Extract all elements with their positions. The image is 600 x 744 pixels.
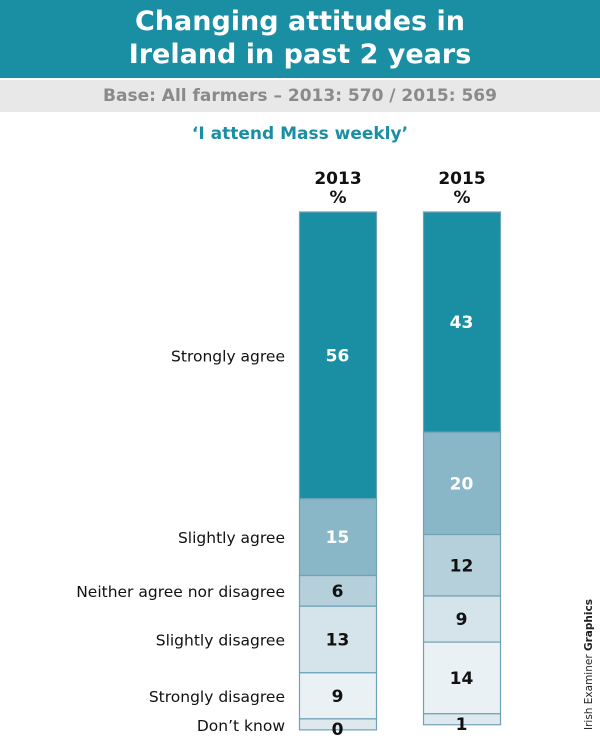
bar-segment-2015-3 <box>422 595 502 643</box>
bar-segment-2013-4 <box>298 672 378 720</box>
bar-segment-2015-5 <box>422 713 502 726</box>
data-label: 12 <box>450 556 474 576</box>
title-band: Changing attitudes in Ireland in past 2 … <box>0 0 600 78</box>
bar-segment-2013-3 <box>298 605 378 674</box>
data-label: 43 <box>450 313 474 333</box>
data-label: 13 <box>326 631 350 651</box>
title-line-1: Changing attitudes in <box>134 6 465 37</box>
credit-text: Irish Examiner <box>583 651 595 730</box>
category-label: Slightly disagree <box>156 632 285 650</box>
year-label: 2015 <box>438 169 486 189</box>
bar-segment-2015-4 <box>422 641 502 715</box>
category-label: Strongly disagree <box>149 688 285 706</box>
data-label: 15 <box>326 528 350 548</box>
bar-segment-2015-0 <box>422 211 502 433</box>
unit-label: % <box>329 188 347 208</box>
data-label: 9 <box>332 687 344 707</box>
bar-segment-2015-2 <box>422 533 502 597</box>
data-label: 20 <box>450 474 474 494</box>
category-label: Strongly agree <box>171 347 285 365</box>
chart-title: ‘I attend Mass weekly’ <box>191 124 409 144</box>
bar-segment-2013-5 <box>298 718 378 731</box>
year-label: 2013 <box>314 169 362 189</box>
column-header-2013: 2013 % <box>299 170 377 208</box>
data-label: 56 <box>326 346 350 366</box>
bar-segment-2015-1 <box>422 431 502 536</box>
unit-label: % <box>453 188 471 208</box>
column-header-2015: 2015 % <box>423 170 501 208</box>
title-line-2: Ireland in past 2 years <box>128 39 472 70</box>
category-label: Don’t know <box>197 717 285 735</box>
data-label: 9 <box>456 610 468 630</box>
subtitle: Base: All farmers – 2013: 570 / 2015: 56… <box>0 80 600 112</box>
credit: Irish Examiner Graphics <box>583 599 595 730</box>
credit-bold: Graphics <box>583 599 595 651</box>
data-label: 0 <box>332 720 344 740</box>
data-label: 1 <box>456 715 468 735</box>
category-label: Slightly agree <box>178 529 285 547</box>
data-label: 6 <box>332 582 344 602</box>
data-label: 14 <box>450 669 474 689</box>
category-label: Neither agree nor disagree <box>76 583 285 601</box>
